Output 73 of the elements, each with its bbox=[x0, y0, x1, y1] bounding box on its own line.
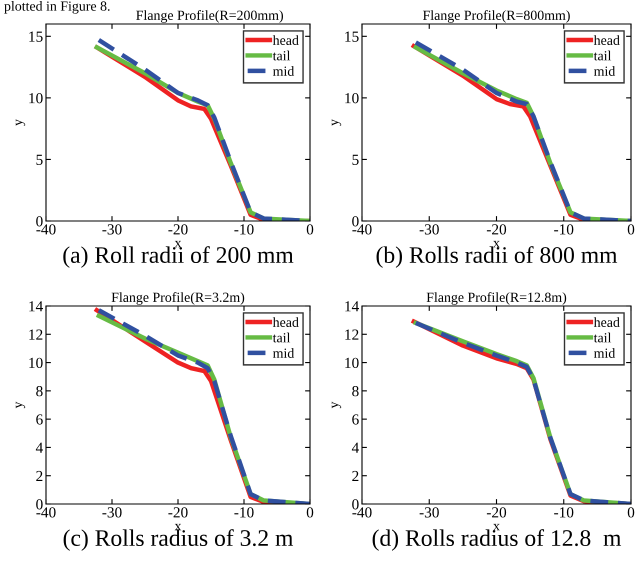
legend-label: mid bbox=[272, 66, 294, 76]
text: (d) Rolls radius of 12.8 m bbox=[372, 529, 622, 551]
y-tick-label: 15 bbox=[29, 32, 43, 42]
legend-label: mid bbox=[272, 348, 294, 358]
x-tick-label: 0 bbox=[306, 507, 314, 518]
x-tick-label: -20 bbox=[168, 507, 188, 518]
legend-label: tail bbox=[594, 50, 612, 60]
y-tick-label: 14 bbox=[29, 301, 43, 312]
x-tick-label: -10 bbox=[554, 224, 574, 235]
y-tick-label: 6 bbox=[352, 414, 359, 425]
y-tick-label: 5 bbox=[352, 154, 359, 165]
x-tick-label: -40 bbox=[36, 507, 56, 518]
text: (b) Rolls radii of 800 mm bbox=[376, 246, 618, 268]
legend-label: tail bbox=[272, 332, 290, 342]
y-tick-label: 5 bbox=[36, 154, 43, 165]
y-tick-label: 0 bbox=[352, 499, 359, 510]
x-tick-label: -30 bbox=[102, 507, 122, 518]
x-tick-label: -30 bbox=[420, 224, 439, 235]
y-axis-title: y bbox=[16, 119, 26, 126]
legend-label: head bbox=[272, 35, 299, 45]
x-tick-label: -30 bbox=[420, 507, 439, 518]
y-tick-label: 8 bbox=[352, 386, 359, 396]
x-tick-label: -40 bbox=[36, 224, 56, 235]
x-tick-label: -20 bbox=[168, 224, 188, 235]
x-axis-title: x bbox=[174, 240, 182, 248]
x-tick-label: -20 bbox=[486, 507, 506, 518]
y-tick-label: 0 bbox=[36, 216, 43, 226]
legend-label: head bbox=[594, 35, 620, 45]
chart-title: Flange Profile(R=800mm) bbox=[422, 10, 570, 23]
y-axis-title: y bbox=[332, 119, 342, 126]
y-tick-label: 4 bbox=[36, 442, 43, 453]
y-axis-title: y bbox=[332, 402, 342, 408]
y-tick-label: 2 bbox=[36, 470, 42, 482]
x-tick-label: 0 bbox=[306, 224, 314, 235]
y-tick-label: 15 bbox=[345, 32, 359, 42]
text: (a) Roll radii of 200 mm bbox=[63, 246, 294, 268]
y-tick-label: 2 bbox=[352, 470, 358, 482]
y-tick-label: 10 bbox=[345, 358, 359, 368]
chart-title: Flange Profile(R=3.2m) bbox=[112, 292, 244, 305]
chart-title: Flange Profile(R=200mm) bbox=[136, 10, 283, 23]
legend-label: mid bbox=[594, 66, 616, 76]
y-tick-label: 0 bbox=[352, 216, 359, 226]
legend-label: tail bbox=[594, 332, 612, 342]
x-tick-label: -10 bbox=[234, 224, 254, 235]
x-tick-label: 0 bbox=[628, 224, 634, 235]
x-tick-label: -20 bbox=[486, 224, 506, 235]
x-axis-title: x bbox=[493, 524, 500, 530]
x-tick-label: -10 bbox=[234, 507, 254, 518]
legend-label: head bbox=[272, 317, 299, 327]
text: (c) Rolls radius of 3.2 m bbox=[64, 529, 294, 551]
legend-label: tail bbox=[272, 50, 290, 60]
x-tick-label: -40 bbox=[352, 507, 372, 518]
y-tick-label: 6 bbox=[36, 414, 43, 425]
y-tick-label: 8 bbox=[36, 386, 43, 396]
text: plotted in Figure 8. bbox=[4, 1, 110, 14]
y-tick-label: 10 bbox=[29, 358, 43, 368]
legend-label: head bbox=[594, 317, 620, 327]
x-axis-title: x bbox=[493, 240, 500, 248]
chart-title: Flange Profile(R=12.8m) bbox=[426, 292, 566, 305]
y-tick-label: 14 bbox=[345, 301, 359, 312]
legend-label: mid bbox=[594, 348, 616, 358]
y-axis-title: y bbox=[16, 402, 26, 408]
y-tick-label: 12 bbox=[29, 329, 42, 340]
x-tick-label: -30 bbox=[102, 224, 122, 235]
y-tick-label: 4 bbox=[352, 442, 359, 453]
y-tick-label: 10 bbox=[29, 93, 43, 104]
x-tick-label: -10 bbox=[554, 507, 574, 518]
y-tick-label: 10 bbox=[345, 93, 359, 104]
x-tick-label: 0 bbox=[628, 507, 634, 518]
x-tick-label: -40 bbox=[352, 224, 372, 235]
x-axis-title: x bbox=[174, 524, 182, 530]
y-tick-label: 12 bbox=[345, 329, 358, 340]
y-tick-label: 0 bbox=[36, 499, 43, 510]
